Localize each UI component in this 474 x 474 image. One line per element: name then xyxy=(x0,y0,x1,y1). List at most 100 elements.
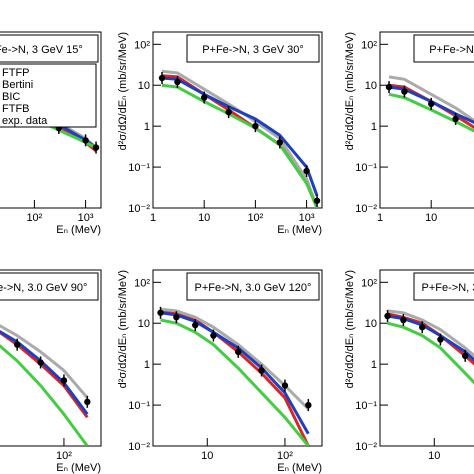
x-tick-label: 10³ xyxy=(299,212,315,224)
series-line xyxy=(160,307,310,411)
data-point xyxy=(92,144,100,151)
y-tick-label: 1 xyxy=(144,121,150,133)
x-tick-label: 10 xyxy=(428,450,440,462)
data-point xyxy=(210,332,217,339)
legend-label: FTFP xyxy=(2,67,30,79)
y-tick-label: 10 xyxy=(365,318,377,330)
x-tick-label: 10² xyxy=(277,450,293,462)
y-tick-label: 10² xyxy=(134,39,150,51)
plot-area xyxy=(157,306,312,446)
series-line xyxy=(160,309,310,446)
y-tick-label: 10² xyxy=(361,39,377,51)
x-tick-label: 10 xyxy=(425,212,437,224)
data-point xyxy=(157,309,164,316)
x-axis-label: Eₙ (MeV) xyxy=(277,224,322,236)
y-axis-label: d²σ/dΩ/dEₙ (mb/sr/MeV) xyxy=(117,270,129,388)
y-tick-label: 10 xyxy=(365,80,377,92)
data-point xyxy=(437,336,444,343)
plot-area xyxy=(384,309,474,385)
data-point xyxy=(158,74,166,82)
y-tick-label: 10⁻² xyxy=(128,441,150,453)
data-point xyxy=(281,382,289,389)
y-tick-label: 1 xyxy=(144,359,150,371)
plot-frame xyxy=(152,269,323,447)
series-line xyxy=(388,85,474,124)
legend-label: BIC xyxy=(2,91,20,103)
series-line xyxy=(161,74,319,208)
legend-box xyxy=(0,63,97,128)
data-point xyxy=(82,137,89,144)
data-point xyxy=(258,367,265,374)
y-tick-label: 10⁻² xyxy=(355,203,377,215)
data-point xyxy=(252,122,259,130)
plot-frame xyxy=(0,269,102,447)
series-line xyxy=(160,318,310,446)
series-line xyxy=(387,314,474,362)
legend-label: FTFB xyxy=(2,103,30,115)
plot-frame xyxy=(152,31,323,209)
data-point xyxy=(427,100,435,108)
series-line xyxy=(0,329,89,416)
legend-label: Bertini xyxy=(2,79,33,91)
data-point xyxy=(173,314,180,321)
y-axis-label: d²σ/dΩ/dEₙ (mb/sr/MeV) xyxy=(344,32,356,150)
x-axis-label: Eₙ (MeV) xyxy=(277,462,322,474)
data-point xyxy=(225,108,232,116)
data-point xyxy=(303,167,310,175)
title-box xyxy=(0,272,99,301)
series-line xyxy=(0,324,89,399)
y-tick-label: 1 xyxy=(371,121,377,133)
x-tick-label: 10 xyxy=(201,450,213,462)
series-line xyxy=(160,311,310,435)
y-tick-label: 10⁻¹ xyxy=(355,162,377,174)
y-axis-label: d²σ/dΩ/dEₙ (mb/sr/MeV) xyxy=(344,270,356,388)
data-point xyxy=(60,377,68,384)
legend-label: exp. data xyxy=(2,115,48,127)
data-point xyxy=(200,94,208,101)
y-tick-label: 10 xyxy=(138,80,150,92)
panel-title: P+Fe->N, 3.0 GeV 120° xyxy=(195,282,312,294)
panel-title: P+Fe->N, 3.0 GeV 90° xyxy=(0,282,87,294)
series-line xyxy=(388,75,474,123)
y-tick-label: 1 xyxy=(371,359,377,371)
panel-title: P+Fe->N, 3 GeV 45° xyxy=(429,44,474,56)
panel-title: P+Fe->N, 3.0 GeV 150° xyxy=(422,282,474,294)
y-tick-label: 10⁻¹ xyxy=(128,162,150,174)
series-line xyxy=(388,92,474,133)
y-tick-label: 10² xyxy=(134,277,150,289)
data-point xyxy=(313,197,321,204)
data-point xyxy=(13,341,21,348)
series-line xyxy=(387,321,474,385)
data-point xyxy=(384,312,391,320)
title-box xyxy=(413,34,474,63)
series-line xyxy=(0,344,89,446)
series-line xyxy=(161,83,319,208)
data-point xyxy=(401,88,408,95)
plot-area xyxy=(158,69,321,208)
data-point xyxy=(461,352,469,360)
data-point xyxy=(305,401,312,409)
data-point xyxy=(419,324,426,331)
title-box xyxy=(186,272,320,301)
plot-frame xyxy=(0,31,102,209)
x-tick-label: 1 xyxy=(150,212,156,224)
panel-title: P+Fe->N, 3 GeV 15° xyxy=(0,44,83,56)
y-tick-label: 10² xyxy=(361,277,377,289)
y-tick-label: 10⁻¹ xyxy=(128,400,150,412)
x-axis-label: Eₙ (MeV) xyxy=(56,462,101,474)
y-tick-label: 10⁻¹ xyxy=(355,400,377,412)
x-axis-label: Eₙ (MeV) xyxy=(56,224,101,236)
title-box xyxy=(186,34,320,63)
y-axis-label: d²σ/dΩ/dEₙ (mb/sr/MeV) xyxy=(117,32,129,150)
data-point xyxy=(276,139,284,146)
title-box xyxy=(0,34,99,63)
plot-area xyxy=(385,75,474,133)
y-tick-label: 10⁻² xyxy=(128,203,150,215)
data-point xyxy=(37,359,44,366)
plot-area xyxy=(0,324,91,446)
data-point xyxy=(452,115,459,123)
panel-title: P+Fe->N, 3 GeV 30° xyxy=(202,44,304,56)
data-point xyxy=(234,348,242,356)
series-line xyxy=(387,312,474,366)
data-point xyxy=(385,83,393,91)
